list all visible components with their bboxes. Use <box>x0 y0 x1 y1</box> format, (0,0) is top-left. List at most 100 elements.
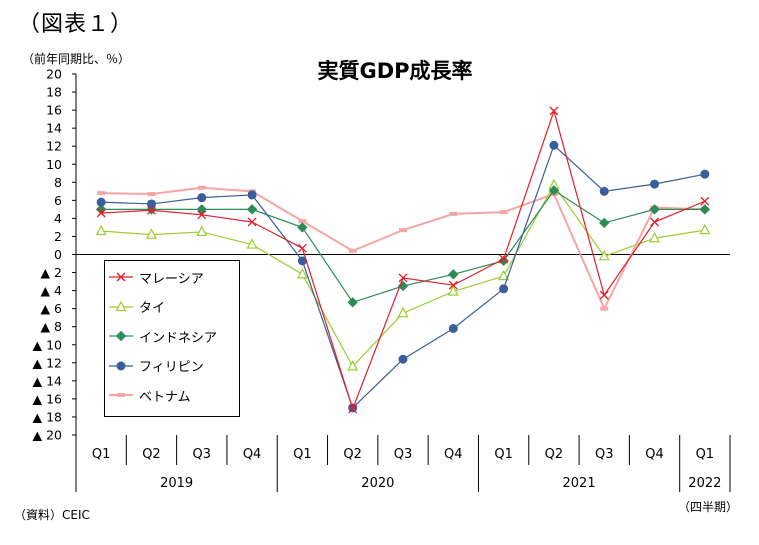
figure-label: （図表１） <box>18 12 134 37</box>
y-tick-label: 10 <box>46 157 62 172</box>
data-point <box>145 228 157 239</box>
data-point <box>95 224 107 236</box>
data-point <box>247 190 257 200</box>
data-point <box>196 225 208 237</box>
data-point <box>447 285 459 296</box>
x-tick-label: Q1 <box>696 447 715 462</box>
y-tick-label: 18 <box>46 85 62 100</box>
period-label: （四半期） <box>678 500 739 514</box>
data-point <box>298 219 307 224</box>
x-tick-label: Q3 <box>394 447 413 462</box>
x-tick-label: Q4 <box>444 447 463 462</box>
data-point <box>449 211 458 216</box>
year-label: 2021 <box>563 476 596 491</box>
data-point <box>147 192 156 197</box>
y-tick-label: 6 <box>54 193 62 208</box>
data-point <box>499 254 509 264</box>
y-tick-label: 12 <box>46 139 62 154</box>
legend-label: ベトナム <box>139 389 191 405</box>
data-point <box>146 199 156 209</box>
data-point <box>246 238 258 249</box>
legend-item: フィリピン <box>105 356 204 376</box>
year-label: 2019 <box>160 476 193 491</box>
data-point <box>398 273 408 283</box>
legend-marker <box>116 361 126 370</box>
data-point <box>347 297 358 308</box>
data-point <box>599 186 609 196</box>
data-point <box>96 208 106 218</box>
x-tick-label: Q4 <box>645 447 664 462</box>
y-tick-label: ▲ 2 <box>40 265 62 280</box>
y-tick-label: 14 <box>46 121 62 136</box>
data-point <box>397 306 409 318</box>
data-point <box>649 204 660 215</box>
data-point <box>549 140 559 150</box>
data-point <box>700 196 710 206</box>
legend: マレーシアタイインドネシア フィリピンベトナム <box>104 260 240 417</box>
y-tick-label: ▲ 8 <box>40 319 62 334</box>
x-tick-label: Q1 <box>494 447 513 462</box>
data-point <box>548 185 560 196</box>
unit-label: （前年同期比、％） <box>22 52 131 66</box>
year-label: 2020 <box>361 476 394 491</box>
data-point <box>649 231 661 243</box>
y-tick-label: 8 <box>54 175 62 190</box>
x-tick-label: Q2 <box>545 447 564 462</box>
data-point <box>699 204 711 215</box>
data-point <box>499 284 509 294</box>
y-tick-label: ▲ 14 <box>33 373 63 388</box>
y-tick-label: ▲ 18 <box>33 409 63 424</box>
data-point <box>448 280 458 290</box>
legend-marker <box>117 393 125 397</box>
data-point <box>448 324 458 334</box>
data-point <box>197 185 206 190</box>
series-4 <box>96 140 710 413</box>
legend-item: マレーシア <box>105 267 204 287</box>
data-point <box>549 106 559 116</box>
data-point <box>499 210 508 215</box>
y-tick-label: ▲ 12 <box>33 355 63 370</box>
legend-marker <box>115 300 127 311</box>
y-tick-label: 2 <box>54 229 62 244</box>
x-tick-label: Q2 <box>142 447 161 462</box>
legend-swatch <box>109 393 133 397</box>
x-tick-label: Q1 <box>293 447 312 462</box>
chart-title: 実質GDP成長率 <box>317 59 472 83</box>
data-point <box>498 255 509 267</box>
y-tick-label: 4 <box>54 211 62 226</box>
y-tick-label: ▲ 10 <box>33 337 63 352</box>
x-tick-label: Q1 <box>92 447 111 462</box>
data-point <box>700 169 710 179</box>
y-tick-label: ▲ 20 <box>33 428 63 443</box>
source-label: （資料）CEIC <box>14 508 90 522</box>
data-point <box>97 191 106 196</box>
data-point <box>599 217 610 229</box>
data-point <box>96 197 106 207</box>
data-point <box>348 404 358 414</box>
legend-swatch <box>109 272 133 282</box>
legend-item: ベトナム <box>105 385 191 405</box>
data-point <box>448 269 459 280</box>
legend-label: タイ <box>139 301 166 316</box>
data-point <box>498 269 510 281</box>
series-1 <box>96 106 710 414</box>
data-point <box>399 228 407 233</box>
legend-marker <box>116 272 126 282</box>
x-tick-label: Q3 <box>193 447 212 462</box>
legend-swatch <box>109 361 133 370</box>
data-point <box>348 248 357 253</box>
legend-item: インドネシア <box>105 326 217 346</box>
data-point <box>650 217 659 227</box>
series-layer <box>95 106 711 414</box>
x-tick-label: Q4 <box>243 447 262 462</box>
y-tick-label: ▲ 4 <box>40 283 62 298</box>
legend-swatch <box>109 330 133 342</box>
legend-marker <box>115 330 127 342</box>
data-point <box>398 354 408 364</box>
data-point <box>600 306 609 311</box>
x-tick-label: Q3 <box>595 447 614 462</box>
y-tick-label: ▲ 6 <box>40 301 62 316</box>
data-point <box>197 210 207 220</box>
